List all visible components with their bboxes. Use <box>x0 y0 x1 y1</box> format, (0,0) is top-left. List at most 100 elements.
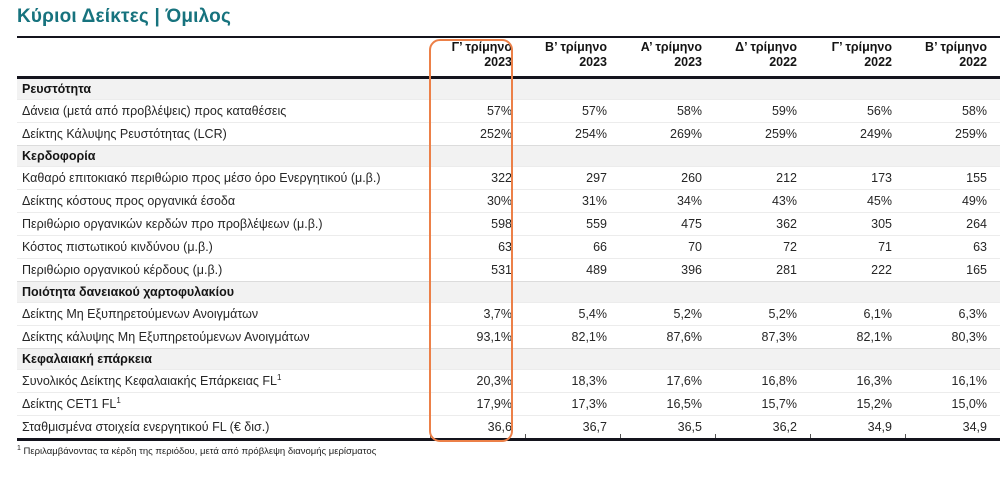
cell-value: 34,9 <box>810 415 905 440</box>
cell-value: 34% <box>620 189 715 213</box>
page-title: Κύριοι Δείκτες | Όμιλος <box>17 6 232 27</box>
cell-value: 362 <box>715 212 810 236</box>
cell-value: 63 <box>905 235 1000 259</box>
cell-value: 252% <box>430 122 525 146</box>
cell-value: 36,5 <box>620 415 715 440</box>
column-header-Β’ τρίμηνο-2022: Β’ τρίμηνο 2022 <box>905 38 1000 83</box>
column-header-Γ’ τρίμηνο-2022: Γ’ τρίμηνο 2022 <box>810 38 905 83</box>
table-row: Σταθμισμένα στοιχεία ενεργητικού FL (€ δ… <box>17 415 1000 440</box>
cell-value: 56% <box>810 99 905 123</box>
cell-value: 87,3% <box>715 325 810 349</box>
cell-value: 260 <box>620 166 715 190</box>
table-row: Καθαρό επιτοκιακό περιθώριο προς μέσο όρ… <box>17 166 1000 190</box>
section-row: Κερδοφορία <box>17 145 1000 167</box>
cell-value: 36,7 <box>525 415 620 440</box>
column-period: Β’ τρίμηνο <box>925 39 987 54</box>
cell-value: 82,1% <box>810 325 905 349</box>
cell-value: 531 <box>430 258 525 282</box>
cell-value: 254% <box>525 122 620 146</box>
cell-value: 16,1% <box>905 369 1000 393</box>
cell-value: 31% <box>525 189 620 213</box>
cell-value: 87,6% <box>620 325 715 349</box>
column-header-Β’ τρίμηνο-2023: Β’ τρίμηνο 2023 <box>525 38 620 83</box>
cell-value: 17,3% <box>525 392 620 416</box>
section-title: Ρευστότητα <box>17 77 1000 100</box>
cell-value: 15,2% <box>810 392 905 416</box>
cell-value: 72 <box>715 235 810 259</box>
cell-value: 297 <box>525 166 620 190</box>
cell-value: 396 <box>620 258 715 282</box>
cell-value: 173 <box>810 166 905 190</box>
cell-value: 222 <box>810 258 905 282</box>
title-rule <box>17 36 1000 38</box>
row-label: Δείκτης Μη Εξυπηρετούμενων Ανοιγμάτων <box>17 302 430 326</box>
column-header-Α’ τρίμηνο-2023: Α’ τρίμηνο 2023 <box>620 38 715 83</box>
cell-value: 36,6 <box>430 415 525 440</box>
table-row: Δάνεια (μετά από προβλέψεις) προς καταθέ… <box>17 99 1000 123</box>
cell-value: 16,5% <box>620 392 715 416</box>
cell-value: 165 <box>905 258 1000 282</box>
cell-value: 281 <box>715 258 810 282</box>
cell-value: 5,2% <box>620 302 715 326</box>
cell-value: 30% <box>430 189 525 213</box>
cell-value: 264 <box>905 212 1000 236</box>
cell-value: 322 <box>430 166 525 190</box>
section-row: Ρευστότητα <box>17 77 1000 100</box>
column-year: 2022 <box>864 55 892 70</box>
table-row: Κόστος πιστωτικού κινδύνου (μ.β.) 63 66 70 7… <box>17 235 1000 259</box>
column-year: 2023 <box>579 55 607 70</box>
table-row: Περιθώριο οργανικού κέρδους (μ.β.) 531 489… <box>17 258 1000 282</box>
table-header: Γ’ τρίμηνο 2023 Β’ τρίμηνο 2023 Α’ τρίμηνο 20… <box>17 38 1000 83</box>
column-year: 2023 <box>484 55 512 70</box>
column-period: Γ’ τρίμηνο <box>831 39 892 54</box>
cell-value: 45% <box>810 189 905 213</box>
footnote-reference: 1 <box>116 395 121 405</box>
cell-value: 63 <box>430 235 525 259</box>
row-label: Δείκτης κόστους προς οργανικά έσοδα <box>17 189 430 213</box>
cell-value: 17,9% <box>430 392 525 416</box>
cell-value: 36,2 <box>715 415 810 440</box>
cell-value: 80,3% <box>905 325 1000 349</box>
cell-value: 559 <box>525 212 620 236</box>
cell-value: 212 <box>715 166 810 190</box>
table-row: Δείκτης Κάλυψης Ρευστότητας (LCR) 252% 254… <box>17 122 1000 146</box>
column-year: 2022 <box>769 55 797 70</box>
cell-value: 57% <box>525 99 620 123</box>
table-row: Δείκτης CET1 FL1 17,9% 17,3% 16,5% 15,7% 15,2… <box>17 392 1000 416</box>
cell-value: 71 <box>810 235 905 259</box>
section-title: Ποιότητα δανειακού χαρτοφυλακίου <box>17 281 1000 303</box>
footnote: 1 Περιλαμβάνοντας τα κέρδη της περιόδου,… <box>17 444 377 457</box>
cell-value: 43% <box>715 189 810 213</box>
cell-value: 18,3% <box>525 369 620 393</box>
cell-value: 49% <box>905 189 1000 213</box>
column-period: Α’ τρίμηνο <box>640 39 702 54</box>
cell-value: 6,1% <box>810 302 905 326</box>
cell-value: 155 <box>905 166 1000 190</box>
cell-value: 598 <box>430 212 525 236</box>
cell-value: 57% <box>430 99 525 123</box>
section-row: Ποιότητα δανειακού χαρτοφυλακίου <box>17 281 1000 303</box>
footnote-marker: 1 <box>17 444 21 452</box>
cell-value: 20,3% <box>430 369 525 393</box>
row-label: Καθαρό επιτοκιακό περιθώριο προς μέσο όρ… <box>17 166 430 190</box>
cell-value: 489 <box>525 258 620 282</box>
row-label: Δείκτης Κάλυψης Ρευστότητας (LCR) <box>17 122 430 146</box>
cell-value: 259% <box>715 122 810 146</box>
cell-value: 269% <box>620 122 715 146</box>
header-label-spacer <box>17 38 430 79</box>
row-label: Δείκτης CET1 FL1 <box>17 392 430 416</box>
cell-value: 17,6% <box>620 369 715 393</box>
cell-value: 5,4% <box>525 302 620 326</box>
row-label: Δείκτης κάλυψης Μη Εξυπηρετούμενων Ανοιγ… <box>17 325 430 349</box>
row-label: Περιθώριο οργανικών κερδών προ προβλέψεω… <box>17 212 430 236</box>
cell-value: 66 <box>525 235 620 259</box>
column-period: Δ’ τρίμηνο <box>735 39 797 54</box>
cell-value: 16,8% <box>715 369 810 393</box>
section-title: Κερδοφορία <box>17 145 1000 167</box>
cell-value: 3,7% <box>430 302 525 326</box>
row-label: Κόστος πιστωτικού κινδύνου (μ.β.) <box>17 235 430 259</box>
footnote-text: Περιλαμβάνοντας τα κέρδη της περιόδου, μ… <box>23 446 377 457</box>
column-header-Δ’ τρίμηνο-2022: Δ’ τρίμηνο 2022 <box>715 38 810 83</box>
cell-value: 15,0% <box>905 392 1000 416</box>
